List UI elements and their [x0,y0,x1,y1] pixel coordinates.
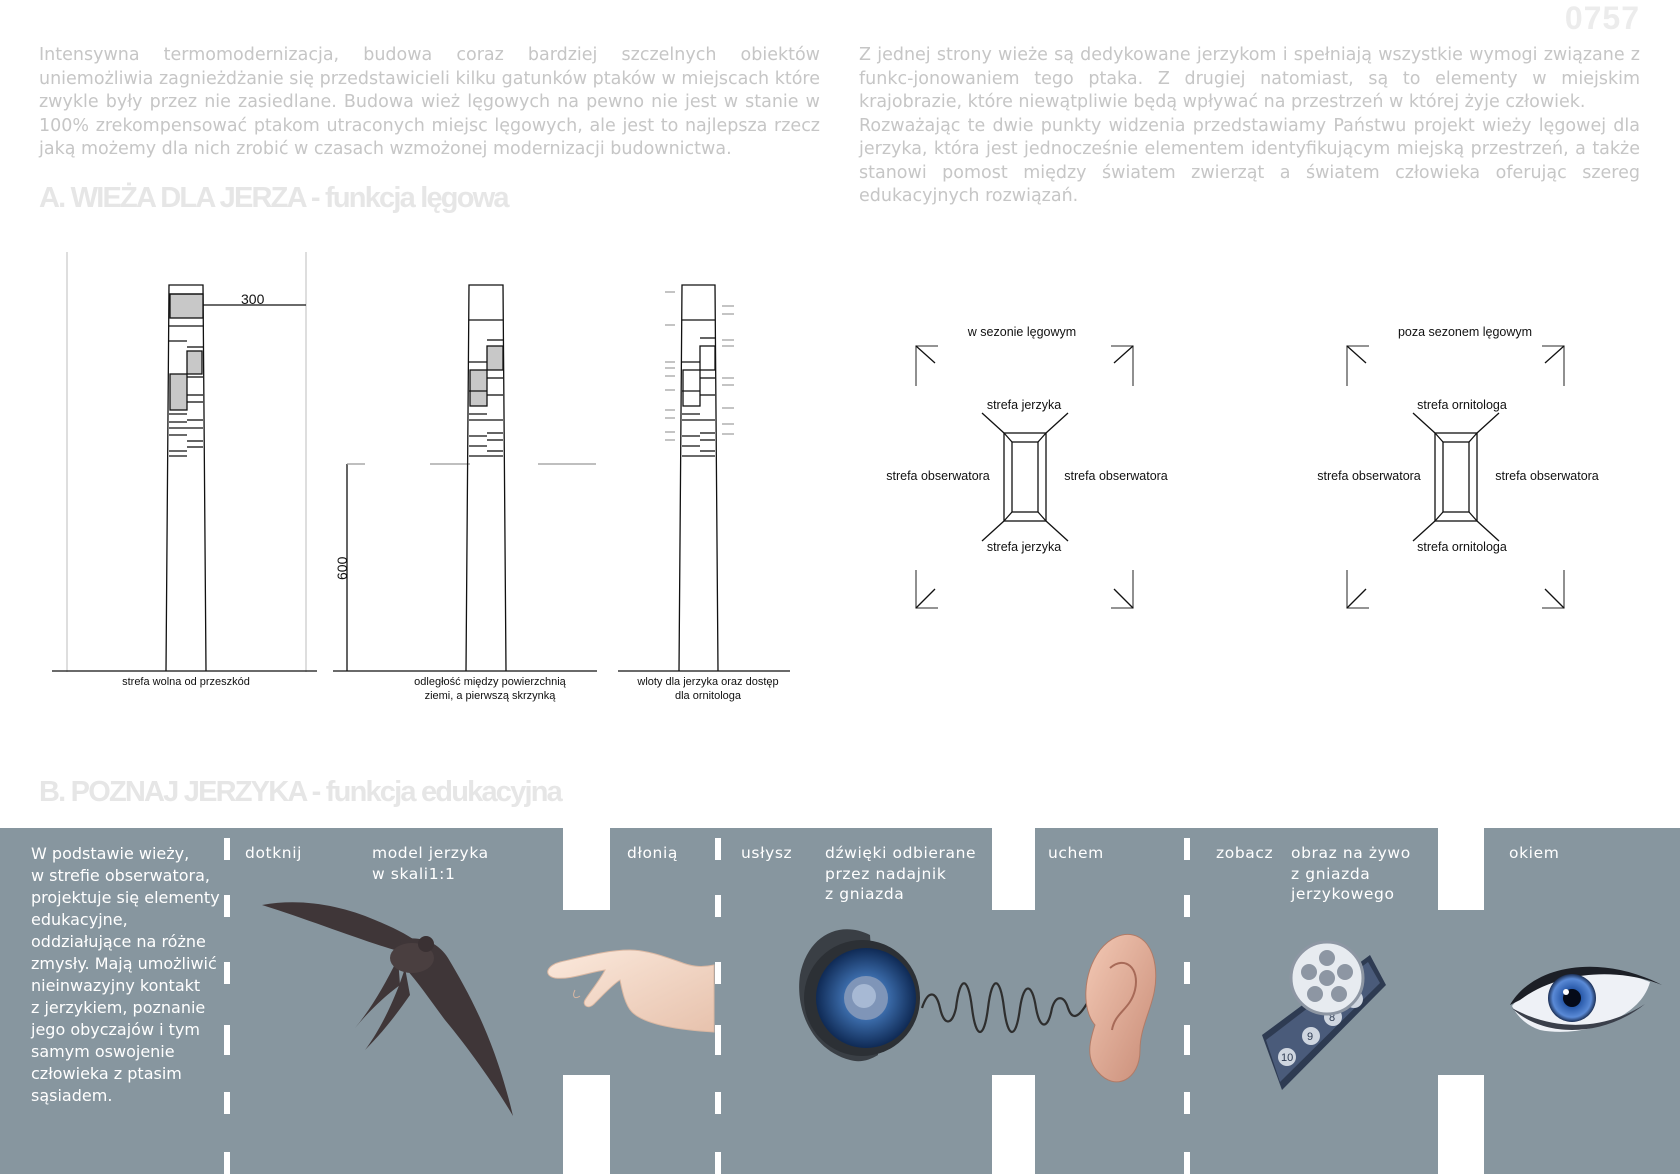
intro-line: W podstawie wieży, [31,844,190,863]
hand-icon [547,949,715,1033]
zone-label-left: strefa obserwatora [886,469,990,483]
intro-line: sąsiadem. [31,1086,113,1105]
intro-paragraph: Z jednej strony wieże są dedykowane jerz… [859,45,1640,112]
band-dividers [224,838,1190,1174]
reel-number: 9 [1307,1031,1313,1043]
section-a-title: A. WIEŻA DLA JERZA - funkcja lęgowa [39,182,510,214]
section-b-title: B. POZNAJ JERZYKA - funkcja edukacyjna [39,776,563,808]
see-object-line: z gniazda [1291,864,1371,883]
touch-object-line: w skali1:1 [372,864,456,883]
see-organ: okiem [1509,844,1560,862]
intro-line: człowieka z ptasim [31,1064,182,1083]
intro-line: zmysły. Mają umożliwić [31,954,217,973]
education-band: 10 9 8 7 [0,828,1680,1174]
education-intro: W podstawie wieży, w strefie obserwatora… [31,843,231,1107]
sound-wave-icon [920,982,1102,1033]
hear-object: dźwięki odbierane przez nadajnik z gniaz… [825,843,976,905]
zone-label-top: strefa ornitologa [1417,398,1507,412]
intro-line: oddziałujące na różne [31,932,206,951]
intro-line: projektuje się elementy [31,888,220,907]
ear-icon [1085,933,1157,1083]
zone-title: w sezonie lęgowym [967,325,1076,339]
tower-caption-3: dla ornitologa [675,690,742,702]
dimension-300: 300 [241,291,265,307]
zone-label-top: strefa jerzyka [987,398,1061,412]
swift-model-icon [262,902,513,1116]
tower-elevation-3 [618,284,790,672]
intro-line: samym oswojenie [31,1042,175,1061]
hear-object-line: dźwięki odbierane [825,844,977,862]
tower-caption-3: wloty dla jerzyka oraz dostęp [636,676,778,688]
intro-line: nieinwazyjny kontakt [31,976,201,995]
tower-caption-2: odległość między powierzchnią [414,676,567,688]
tower-elevation-1 [52,252,317,672]
tower-caption-2: ziemi, a pierwszą skrzynką [425,690,557,702]
see-verb: zobacz [1216,844,1274,862]
zone-diagram-season [915,345,1134,609]
zone-label-left: strefa obserwatora [1317,469,1421,483]
eye-icon [1510,966,1662,1032]
intro-line: z jerzykiem, poznanie [31,998,206,1017]
zone-label-bottom: strefa ornitologa [1417,540,1507,554]
touch-object-line: model jerzyka [372,844,489,862]
touch-object: model jerzyka w skali1:1 [372,843,489,884]
hear-object-line: przez nadajnik [825,864,947,883]
intro-line: jego obyczajów i tym [31,1020,200,1039]
intro-text-left: Intensywna termomodernizacja, budowa cor… [39,44,820,162]
touch-organ: dłonią [627,844,678,862]
reel-number: 10 [1281,1052,1293,1064]
intro-paragraph: Rozważając te dwie punkty widzenia przed… [859,115,1640,207]
touch-verb: dotknij [245,844,303,862]
see-object-line: obraz na żywo [1291,844,1411,862]
see-object-line: jerzykowego [1291,885,1395,903]
hear-object-line: z gniazda [825,885,905,903]
film-reel-icon: 10 9 8 7 [1262,940,1386,1090]
intro-paragraph: Intensywna termomodernizacja, budowa cor… [39,45,820,159]
zone-diagram-off-season [1346,345,1565,609]
reel-number: 8 [1329,1012,1335,1024]
intro-line: edukacyjne, [31,910,128,929]
see-object: obraz na żywo z gniazda jerzykowego [1291,843,1411,905]
intro-line: w strefie obserwatora, [31,866,210,885]
hear-organ: uchem [1048,844,1104,862]
speaker-icon [799,929,920,1062]
tower-elevation-2 [333,284,597,672]
hear-verb: usłysz [741,844,793,862]
tower-drawings: 300 600 strefa wolna od przeszkód odległ… [52,252,1599,702]
tower-caption-1: strefa wolna od przeszkód [122,676,250,688]
zone-title: poza sezonem lęgowym [1398,325,1532,339]
intro-text-right: Z jednej strony wieże są dedykowane jerz… [859,44,1640,209]
dimension-600: 600 [334,556,350,580]
zone-label-bottom: strefa jerzyka [987,540,1061,554]
zone-label-right: strefa obserwatora [1495,469,1599,483]
zone-label-right: strefa obserwatora [1064,469,1168,483]
page-number: 0757 [1564,0,1640,36]
